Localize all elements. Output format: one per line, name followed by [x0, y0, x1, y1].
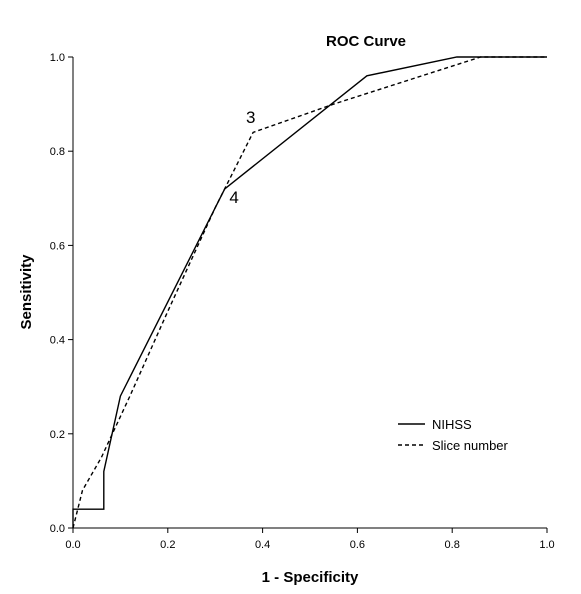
legend: NIHSS Slice number	[398, 417, 509, 453]
y-tick-label: 0.8	[50, 146, 65, 158]
series-line-nihss	[72, 56, 547, 528]
x-tick-label: 0.8	[445, 539, 460, 551]
axes	[72, 57, 547, 529]
annotations: 34	[229, 108, 255, 207]
annotation-label: 4	[229, 188, 238, 207]
x-tick-label: 1.0	[539, 539, 554, 551]
x-axis-label: 1 - Specificity	[262, 569, 359, 586]
x-tick-label: 0.0	[65, 539, 80, 551]
y-tick-label: 0.4	[50, 335, 65, 347]
legend-label: Slice number	[432, 438, 509, 453]
y-tick-label: 0.0	[50, 523, 65, 535]
legend-label: NIHSS	[432, 417, 472, 432]
annotation-label: 3	[246, 108, 255, 127]
y-tick-label: 0.2	[50, 429, 65, 441]
y-tick-label: 1.0	[50, 52, 65, 64]
series-line-slice-number	[72, 56, 547, 529]
ticks: 0.0 0.2 0.4 0.6 0.8 1.0 0.0 0.2 0.4 0.6 0.8 1.0	[50, 52, 555, 551]
x-tick-label: 0.6	[350, 539, 365, 551]
chart-title: ROC Curve	[326, 33, 406, 50]
y-tick-label: 0.6	[50, 240, 65, 252]
x-tick-label: 0.2	[160, 539, 175, 551]
series-layer	[72, 56, 547, 529]
x-tick-label: 0.4	[255, 539, 270, 551]
y-axis-label: Sensitivity	[18, 254, 35, 330]
